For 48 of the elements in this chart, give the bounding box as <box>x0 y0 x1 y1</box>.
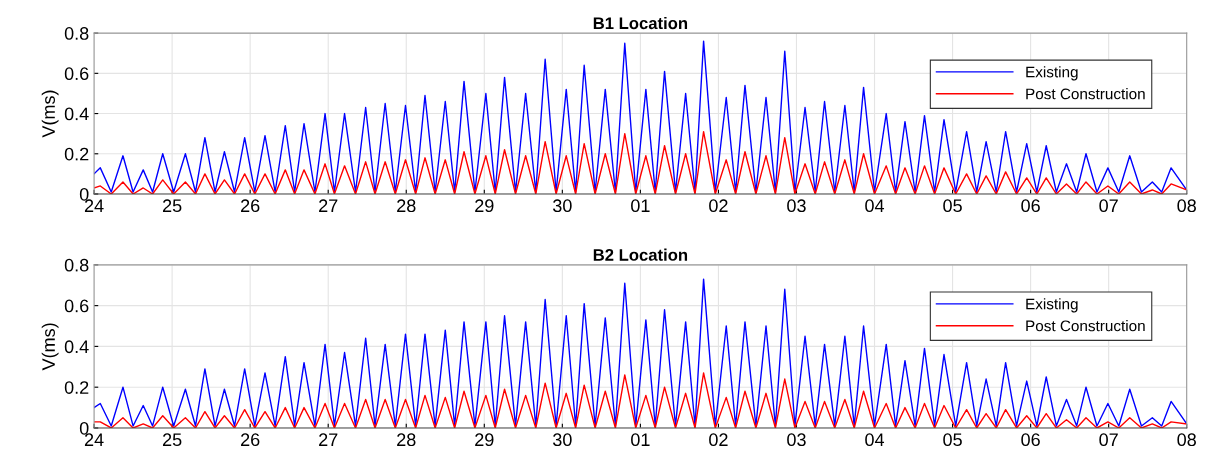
x-tick-label: 26 <box>241 433 260 447</box>
y-axis-title: V(ms) <box>41 323 59 371</box>
y-tick-label: 0 <box>79 187 89 201</box>
y-tick-label: 0 <box>79 421 89 435</box>
y-tick-label: 0.8 <box>64 258 89 272</box>
x-tick-label: 01 <box>631 199 650 213</box>
y-tick-label: 0.6 <box>64 67 89 81</box>
x-tick-label: 08 <box>1177 433 1196 447</box>
x-tick-label: 27 <box>319 199 338 212</box>
x-tick-label: 08 <box>1177 199 1196 213</box>
x-tick-label: 26 <box>241 199 260 213</box>
y-tick-label: 0.4 <box>64 340 89 354</box>
x-tick-label: 01 <box>631 433 650 447</box>
x-tick-label: 03 <box>787 433 806 447</box>
legend-label: Post Construction <box>1026 88 1145 100</box>
y-tick-label: 0.2 <box>64 147 89 161</box>
legend-label: Existing <box>1026 298 1078 313</box>
x-tick-label: 05 <box>943 433 962 447</box>
chart-title: B2 Location <box>593 248 688 261</box>
x-tick-label: 06 <box>1021 199 1040 213</box>
x-tick-label: 25 <box>162 433 182 447</box>
x-tick-label: 07 <box>1099 199 1118 213</box>
x-tick-label: 24 <box>84 433 104 446</box>
x-tick-label: 25 <box>162 199 182 213</box>
x-tick-label: 05 <box>943 199 962 213</box>
x-tick-label: 03 <box>787 199 806 213</box>
x-tick-label: 29 <box>475 199 494 213</box>
y-tick-label: 0.6 <box>64 299 89 313</box>
chart-title: B1 Location <box>593 16 688 30</box>
x-tick-label: 30 <box>552 199 572 213</box>
x-tick-label: 28 <box>397 199 416 213</box>
x-tick-label: 29 <box>475 433 494 447</box>
x-tick-label: 04 <box>865 433 885 447</box>
x-tick-label: 02 <box>709 199 728 213</box>
legend-label: Post Construction <box>1026 320 1145 332</box>
x-tick-label: 24 <box>84 199 104 212</box>
x-tick-label: 06 <box>1021 433 1040 447</box>
x-tick-label: 07 <box>1099 433 1118 447</box>
x-tick-label: 30 <box>552 433 572 447</box>
x-tick-label: 28 <box>397 433 416 447</box>
x-tick-label: 27 <box>319 433 338 446</box>
y-tick-label: 0.8 <box>64 27 89 40</box>
y-tick-label: 0.4 <box>64 107 89 121</box>
x-tick-label: 04 <box>865 199 885 213</box>
y-tick-label: 0.2 <box>64 381 89 394</box>
x-tick-label: 02 <box>709 433 728 447</box>
legend-label: Existing <box>1026 66 1078 81</box>
y-axis-title: V(ms) <box>41 90 59 138</box>
